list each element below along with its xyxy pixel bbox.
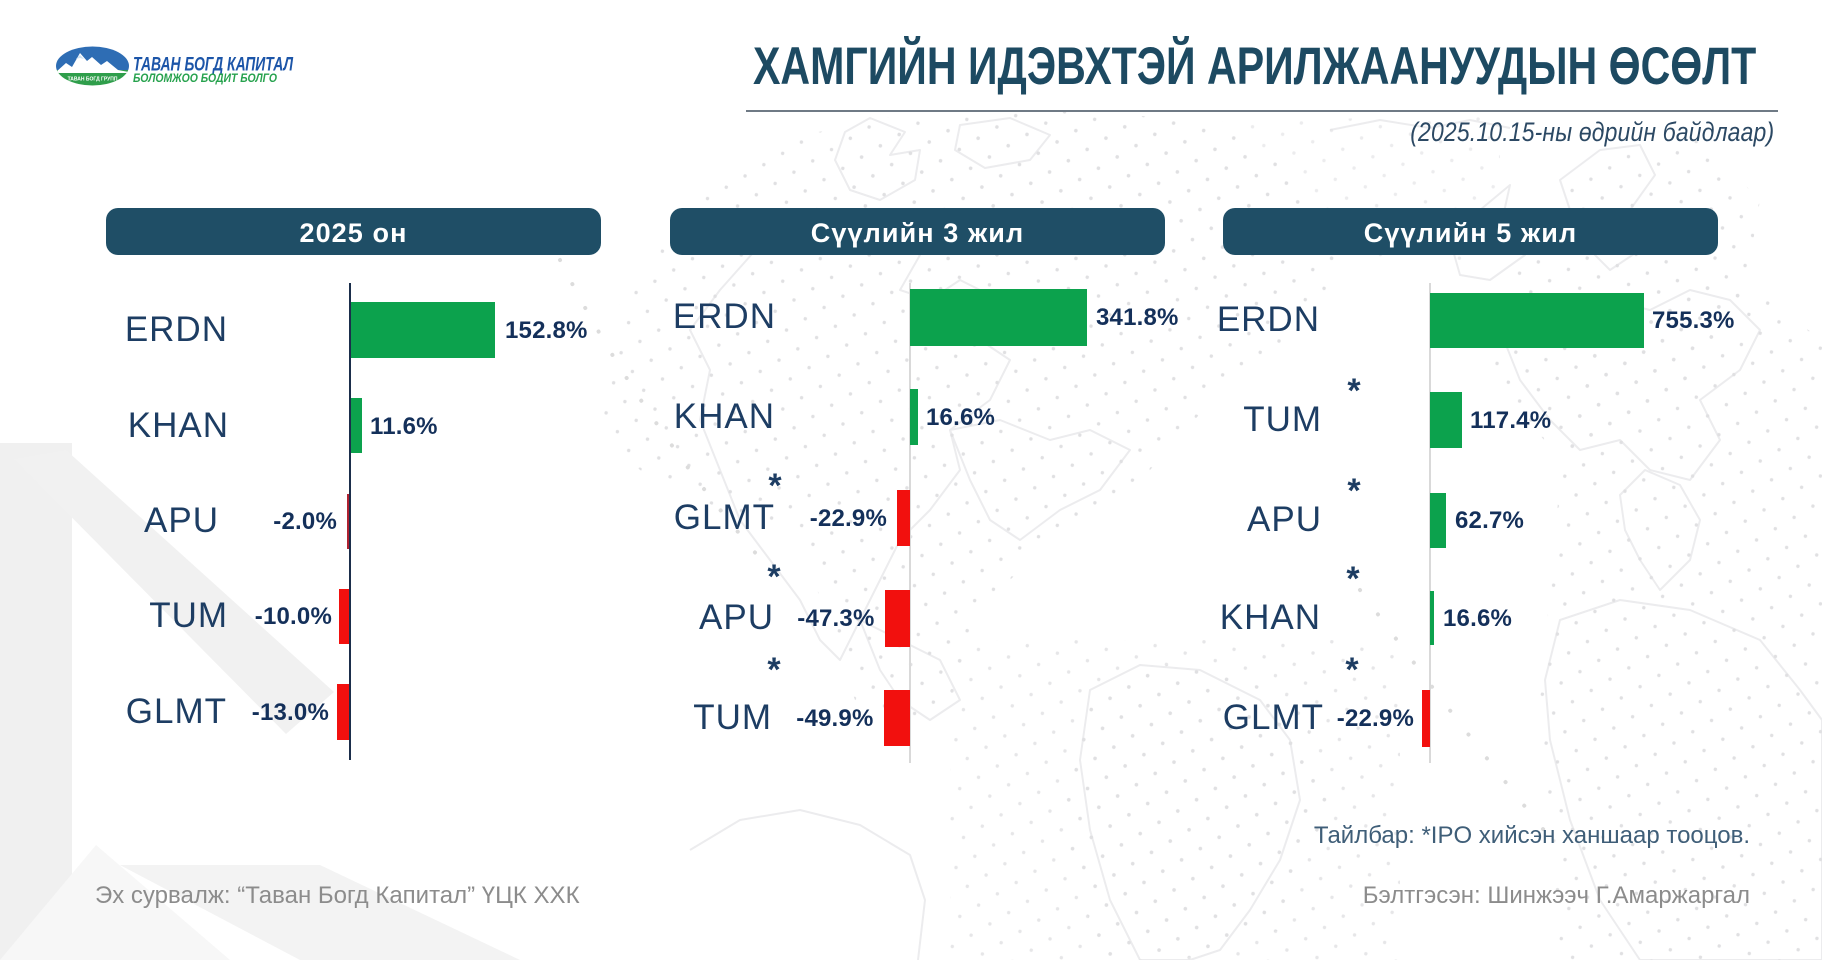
svg-text:ТАВАН БОГД КАПИТАЛ: ТАВАН БОГД КАПИТАЛ [133,55,294,76]
svg-text:ТАВАН БОГД ГРУПП: ТАВАН БОГД ГРУПП [68,77,118,83]
svg-text:БОЛОМЖОО БОДИТ БОЛГО: БОЛОМЖОО БОДИТ БОЛГО [133,73,277,85]
